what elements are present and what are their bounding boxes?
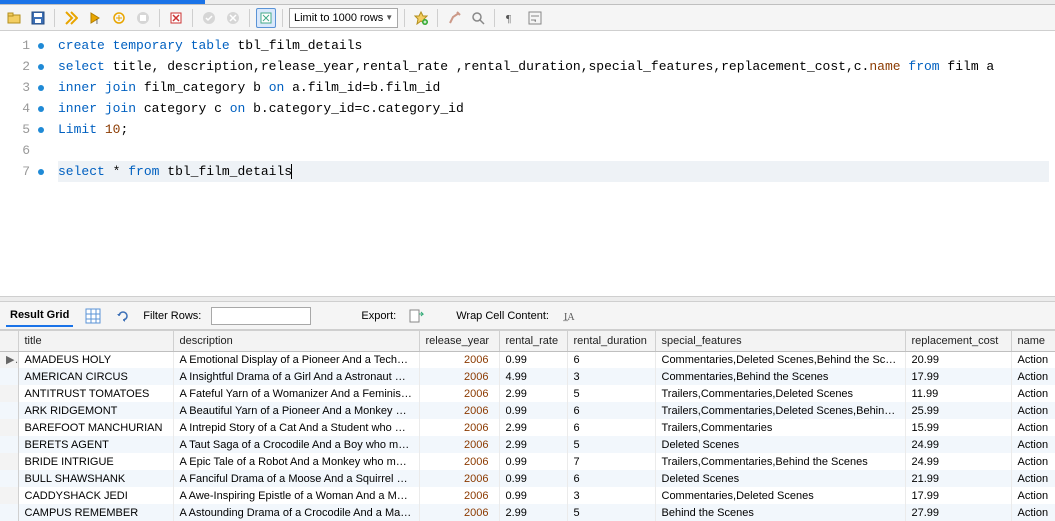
find-icon[interactable] — [468, 8, 488, 28]
save-icon[interactable] — [28, 8, 48, 28]
execute-icon[interactable] — [61, 8, 81, 28]
col-name[interactable]: name — [1011, 331, 1055, 351]
wrap-cell-icon[interactable]: I̲A — [559, 306, 579, 326]
table-row[interactable]: ARK RIDGEMONTA Beautiful Yarn of a Pione… — [0, 402, 1055, 419]
svg-text:¶: ¶ — [506, 13, 511, 25]
wrap-icon[interactable] — [525, 8, 545, 28]
col-rental_rate[interactable]: rental_rate — [499, 331, 567, 351]
col-special_features[interactable]: special_features — [655, 331, 905, 351]
svg-text:I: I — [96, 19, 98, 25]
export-label: Export: — [361, 310, 396, 322]
open-file-icon[interactable] — [4, 8, 24, 28]
table-row[interactable]: BRIDE INTRIGUEA Epic Tale of a Robot And… — [0, 453, 1055, 470]
row-limit-select[interactable]: Limit to 1000 rows▼ — [289, 8, 398, 28]
wrap-cell-label: Wrap Cell Content: — [456, 310, 549, 322]
execute-current-icon[interactable]: I — [85, 8, 105, 28]
favorite-icon[interactable] — [411, 8, 431, 28]
filter-rows-label: Filter Rows: — [143, 310, 201, 322]
col-title[interactable]: title — [18, 331, 173, 351]
table-row[interactable]: BULL SHAWSHANKA Fanciful Drama of a Moos… — [0, 470, 1055, 487]
result-grid[interactable]: titledescriptionrelease_yearrental_rater… — [0, 330, 1055, 521]
svg-text:I̲A: I̲A — [563, 312, 576, 323]
col-release_year[interactable]: release_year — [419, 331, 499, 351]
table-row[interactable]: ▶AMADEUS HOLYA Emotional Display of a Pi… — [0, 351, 1055, 368]
commit-icon[interactable] — [199, 8, 219, 28]
row-limit-label: Limit to 1000 rows — [294, 12, 383, 24]
table-row[interactable]: ANTITRUST TOMATOESA Fateful Yarn of a Wo… — [0, 385, 1055, 402]
table-row[interactable]: BAREFOOT MANCHURIANA Intrepid Story of a… — [0, 419, 1055, 436]
result-toolbar: Result Grid Filter Rows: Export: Wrap Ce… — [0, 302, 1055, 330]
chevron-down-icon: ▼ — [385, 13, 393, 22]
col-rowhdr[interactable] — [0, 331, 18, 351]
col-replacement_cost[interactable]: replacement_cost — [905, 331, 1011, 351]
grid-view-icon[interactable] — [83, 306, 103, 326]
table-row[interactable]: BERETS AGENTA Taut Saga of a Crocodile A… — [0, 436, 1055, 453]
refresh-icon[interactable] — [113, 306, 133, 326]
active-tab-indicator — [0, 0, 205, 4]
invisible-chars-icon[interactable]: ¶ — [501, 8, 521, 28]
rollback-icon[interactable] — [223, 8, 243, 28]
beautify-icon[interactable] — [444, 8, 464, 28]
filter-rows-input[interactable] — [211, 307, 311, 325]
stop-on-error-icon[interactable] — [166, 8, 186, 28]
col-description[interactable]: description — [173, 331, 419, 351]
tab-bar — [0, 0, 1055, 5]
sql-editor[interactable]: 1234567 create temporary table tbl_film_… — [0, 31, 1055, 186]
explain-icon[interactable] — [109, 8, 129, 28]
stop-icon[interactable] — [133, 8, 153, 28]
editor-toolbar: I Limit to 1000 rows▼ ¶ — [0, 5, 1055, 31]
editor-gutter: 1234567 — [0, 31, 52, 186]
export-icon[interactable] — [406, 306, 426, 326]
table-row[interactable]: CADDYSHACK JEDIA Awe-Inspiring Epistle o… — [0, 487, 1055, 504]
editor-code[interactable]: create temporary table tbl_film_detailss… — [52, 31, 1055, 186]
col-rental_duration[interactable]: rental_duration — [567, 331, 655, 351]
table-row[interactable]: CAMPUS REMEMBERA Astounding Drama of a C… — [0, 504, 1055, 521]
result-grid-tab[interactable]: Result Grid — [6, 305, 73, 327]
table-row[interactable]: AMERICAN CIRCUSA Insightful Drama of a G… — [0, 368, 1055, 385]
autocommit-icon[interactable] — [256, 8, 276, 28]
